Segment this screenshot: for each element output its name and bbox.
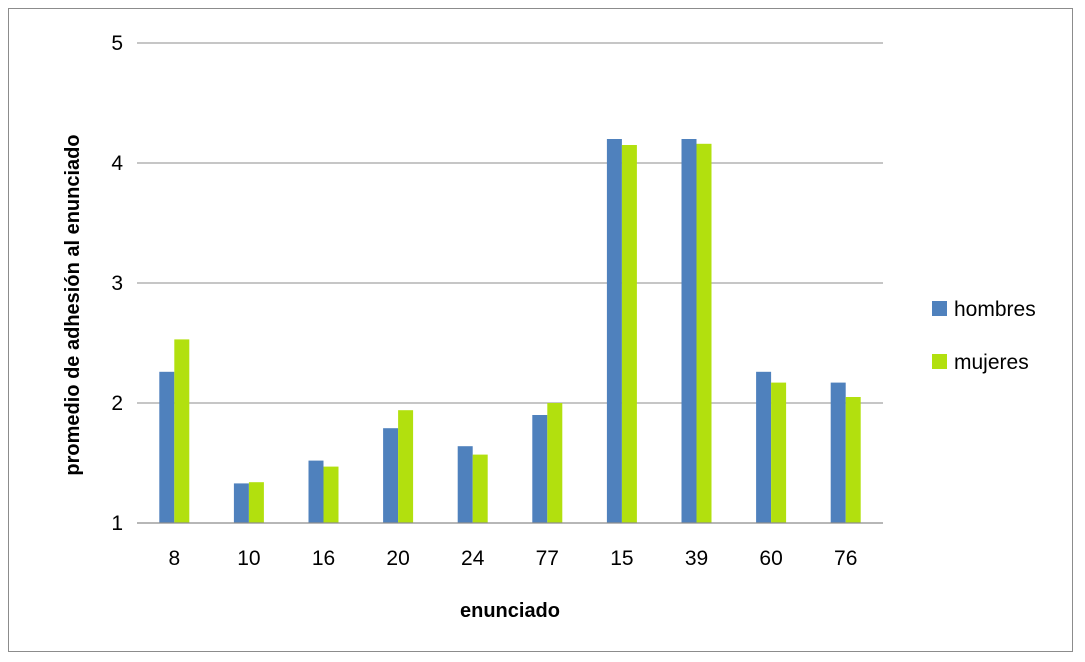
chart-frame	[8, 8, 1073, 652]
bar-hombres-60	[756, 371, 772, 523]
bars	[159, 139, 861, 524]
bar-hombres-8	[159, 371, 175, 523]
bar-hombres-20	[383, 428, 399, 523]
legend-swatch-hombres	[932, 301, 947, 316]
y-axis-title: promedio de adhesión al enunciado	[62, 134, 84, 475]
x-tick-label: 15	[610, 547, 633, 570]
x-axis-ticks: 8 10 16 20 24 77 15 39 60 76	[168, 547, 857, 570]
y-axis-ticks: 1 2 3 4 5	[111, 32, 123, 535]
x-tick-label: 39	[685, 547, 708, 570]
bar-mujeres-77	[547, 403, 563, 523]
bar-mujeres-20	[398, 410, 414, 523]
bar-hombres-77	[532, 415, 548, 523]
x-tick-label: 77	[536, 547, 559, 570]
y-tick-label: 5	[111, 32, 123, 55]
bar-hombres-15	[606, 139, 622, 523]
x-tick-label: 16	[312, 547, 335, 570]
bar-hombres-76	[830, 382, 846, 523]
bar-mujeres-16	[323, 466, 339, 523]
x-tick-label: 24	[461, 547, 485, 570]
y-tick-label: 1	[111, 512, 123, 535]
x-tick-label: 10	[237, 547, 260, 570]
bar-hombres-24	[457, 446, 473, 523]
bar-mujeres-10	[248, 482, 264, 523]
bar-hombres-39	[681, 139, 697, 523]
bar-mujeres-60	[771, 382, 787, 523]
bar-mujeres-8	[174, 339, 190, 523]
bar-mujeres-39	[696, 143, 712, 524]
legend-swatch-mujeres	[932, 354, 947, 369]
legend: hombres mujeres	[932, 298, 1036, 374]
legend-label-hombres: hombres	[954, 298, 1036, 321]
legend-label-mujeres: mujeres	[954, 351, 1029, 374]
bar-hombres-16	[308, 460, 324, 523]
bar-mujeres-76	[845, 397, 861, 523]
y-tick-label: 4	[111, 152, 123, 175]
x-tick-label: 20	[386, 547, 409, 570]
x-tick-label: 60	[759, 547, 782, 570]
gridlines	[137, 42, 883, 404]
y-tick-label: 2	[111, 392, 123, 415]
x-axis-title: enunciado	[460, 600, 560, 622]
bar-hombres-10	[233, 483, 249, 523]
y-tick-label: 3	[111, 272, 123, 295]
x-tick-label: 8	[168, 547, 180, 570]
bar-mujeres-24	[472, 454, 488, 523]
bar-mujeres-15	[621, 145, 637, 523]
x-tick-label: 76	[834, 547, 857, 570]
